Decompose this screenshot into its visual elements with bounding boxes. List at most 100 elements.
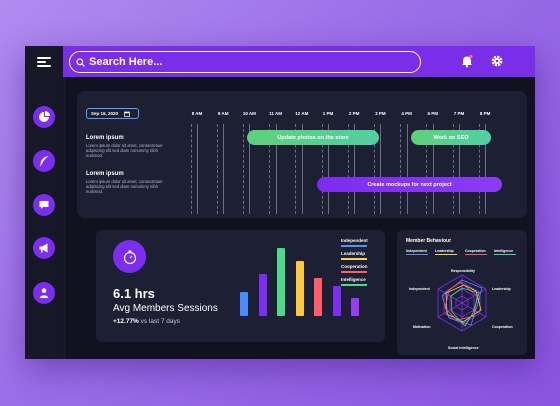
legend-line (341, 271, 367, 273)
grid-line (321, 124, 323, 214)
time-label: 8 AM (191, 111, 203, 116)
legend-cooperation: Cooperation (341, 264, 381, 273)
chart-bar (258, 273, 267, 316)
legend-intelligence: Intelligence (341, 277, 381, 286)
legend-line (435, 254, 457, 255)
legend-leadership: Leadership (341, 251, 381, 260)
stopwatch-icon (113, 240, 146, 273)
chart-bar (277, 247, 285, 316)
legend-label: Intelligence (341, 277, 366, 282)
grid-line (301, 124, 303, 214)
radar-axis-label: Leadership (492, 287, 511, 291)
legend-line (406, 254, 428, 255)
behaviour-legend-independent: Independent (406, 249, 436, 255)
grid-line (432, 124, 434, 214)
gear-icon[interactable] (490, 54, 504, 68)
legend-line (465, 254, 487, 255)
date-picker[interactable]: Sep 16, 2020 (86, 108, 139, 119)
radar-axis-label: Responsibility (451, 269, 475, 273)
legend-label: Cooperation (465, 249, 486, 253)
time-label: 5 PM (427, 111, 439, 116)
legend-line (341, 245, 367, 247)
radar-axis-label: Motivation (413, 325, 431, 329)
feather-icon[interactable] (33, 150, 55, 172)
sessions-card: 6.1 hrs Avg Members Sessions +12.77% vs … (96, 230, 385, 342)
chat-icon[interactable] (33, 194, 55, 216)
search-input[interactable]: Search Here... (89, 56, 163, 68)
grid-line (485, 124, 487, 214)
grid-line (328, 124, 329, 214)
legend-label: Leadership (435, 249, 454, 253)
user-icon[interactable] (33, 282, 55, 304)
legend-line (494, 254, 516, 255)
time-label: 2 PM (348, 111, 360, 116)
grid-line (249, 124, 251, 214)
grid-line (426, 124, 428, 214)
time-label: 3 PM (375, 111, 386, 116)
member-behaviour-card: Member Behaviour Independent Leadership … (397, 230, 527, 355)
schedule-timeline: Sep 16, 2020 8 AM 9 AM 10 AM 11 AM 12 AM 1 PM… (77, 91, 527, 218)
time-label: 1 PM (322, 111, 334, 116)
session-hours: 6.1 hrs (113, 286, 155, 301)
time-label: 12 AM (295, 111, 309, 116)
grid-line (269, 124, 271, 214)
radar-axis-label: Independent (409, 287, 430, 291)
grid-line (478, 124, 480, 214)
time-label: 7 PM (453, 111, 465, 116)
grid-line (400, 124, 402, 214)
event-work-on-seo[interactable]: Work on SEO (411, 130, 491, 145)
pie-chart-icon[interactable] (33, 106, 55, 128)
grid-line (373, 124, 375, 214)
chart-bar (295, 260, 304, 316)
grid-line (197, 124, 198, 214)
task-title: Lorem ipsum (86, 171, 124, 177)
grid-line (459, 124, 460, 214)
chart-bar (351, 298, 359, 316)
time-label: 4 PM (401, 111, 412, 116)
menu-icon[interactable] (37, 57, 51, 67)
megaphone-icon[interactable] (33, 237, 55, 259)
change-suffix: vs last 7 days (140, 318, 181, 325)
sessions-title: Avg Members Sessions (113, 303, 218, 314)
behaviour-legend-intelligence: Intelligence (494, 249, 524, 255)
grid-line (452, 124, 454, 214)
sidebar (25, 46, 63, 359)
radar-axis-label: Social intelligence (448, 346, 479, 350)
radar-chart (437, 274, 487, 332)
time-label: 11 AM (269, 111, 283, 116)
time-label: 8 PM (479, 111, 491, 116)
bell-icon[interactable] (460, 54, 474, 68)
behaviour-legend-cooperation: Cooperation (465, 249, 495, 255)
radar-axis-label: Cooperation (492, 325, 513, 329)
topbar: Search Here... (63, 46, 535, 77)
calendar-icon (124, 111, 130, 117)
change-value: +12.77% (113, 318, 139, 325)
legend-label: Independent (406, 249, 427, 253)
chart-bar (332, 286, 341, 316)
task-description: Lorem ipsum dolor sit amet, consectetuer… (86, 179, 163, 194)
legend-independent: Independent (341, 238, 381, 247)
grid-line (242, 124, 244, 214)
grid-line (223, 124, 225, 214)
grid-line (347, 124, 349, 214)
legend-line (341, 284, 367, 286)
behaviour-title: Member Behaviour (406, 238, 452, 244)
time-label: 9 AM (217, 111, 229, 116)
grid-line (190, 124, 192, 214)
grid-line (380, 124, 382, 214)
dashboard-window: Search Here... Sep 16, 2020 8 AM 9 AM 10 A… (25, 46, 535, 359)
chart-bar (314, 277, 322, 316)
event-create-mockups[interactable]: Create mockups for next project (317, 177, 502, 192)
search-bar[interactable]: Search Here... (69, 51, 421, 73)
grid-line (354, 124, 356, 214)
time-label: 10 AM (242, 111, 256, 116)
grid-line (295, 124, 297, 214)
grid-line (275, 124, 277, 214)
legend-label: Intelligence (494, 249, 514, 253)
event-update-photos[interactable]: Update photos on the store (247, 130, 379, 145)
legend-label: Independent (341, 238, 368, 243)
grid-line (406, 124, 408, 214)
grid-line (216, 124, 218, 214)
main-content: Sep 16, 2020 8 AM 9 AM 10 AM 11 AM 12 AM 1 PM… (66, 77, 535, 359)
task-title: Lorem ipsum (86, 135, 124, 141)
